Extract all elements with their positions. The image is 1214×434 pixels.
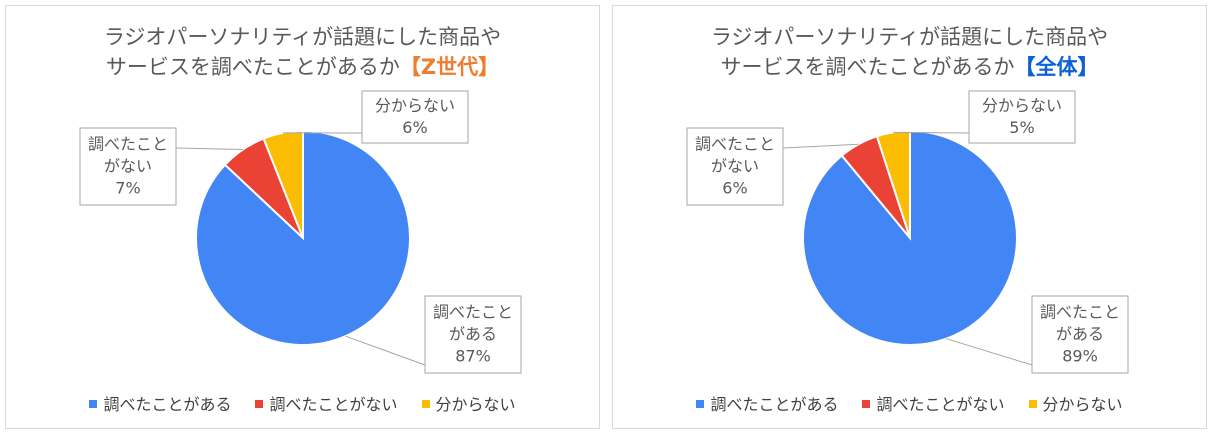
label-unknown: 5% — [1009, 118, 1034, 137]
chart-legend: 調べたことがある 調べたことがない 分からない — [613, 391, 1206, 415]
label-checked: 調べたこと — [433, 303, 513, 322]
label-not-checked: 6% — [722, 179, 747, 198]
chart-legend: 調べたことがある 調べたことがない 分からない — [6, 391, 599, 415]
legend-swatch — [696, 399, 705, 408]
chart-panel-gen-z: ラジオパーソナリティが話題にした商品や サービスを調べたことがあるか【Z世代】 … — [5, 5, 600, 429]
legend-item: 調べたことがある — [696, 391, 838, 415]
data-label-box — [686, 127, 784, 206]
chart-title: ラジオパーソナリティが話題にした商品や サービスを調べたことがあるか【全体】 — [613, 22, 1206, 82]
legend-label: 調べたことがある — [103, 395, 232, 414]
legend-label: 分からない — [1042, 395, 1123, 414]
label-checked: 87% — [455, 347, 491, 366]
data-label-box — [361, 90, 469, 144]
leader-line — [175, 147, 243, 151]
chart-title-line2: サービスを調べたことがあるか — [720, 55, 1015, 79]
label-not-checked: 調べたこと — [695, 135, 775, 154]
chart-panel-overall: ラジオパーソナリティが話題にした商品や サービスを調べたことがあるか【全体】 調… — [612, 5, 1207, 429]
label-not-checked: がない — [104, 157, 152, 176]
data-label-box — [1031, 295, 1129, 374]
label-checked: 調べたこと — [1040, 303, 1120, 322]
chart-title: ラジオパーソナリティが話題にした商品や サービスを調べたことがあるか【Z世代】 — [6, 22, 599, 82]
leader-line — [782, 143, 859, 149]
legend-label: 調べたことがない — [876, 395, 1005, 414]
label-not-checked: がない — [711, 157, 759, 176]
legend-item: 分からない — [421, 391, 516, 415]
label-unknown: 分からない — [982, 96, 1062, 115]
data-label-box — [968, 90, 1076, 144]
leader-line — [946, 338, 1033, 366]
legend-swatch — [421, 399, 430, 408]
chart-title-accent: 【Z世代】 — [399, 55, 500, 79]
slice-unknown — [875, 129, 911, 239]
legend-item: 調べたことがある — [89, 391, 231, 415]
leader-line — [345, 335, 426, 366]
legend-item: 分からない — [1028, 391, 1123, 415]
label-not-checked: 調べたこと — [88, 135, 168, 154]
label-unknown: 6% — [402, 118, 427, 137]
legend-item: 調べたことがない — [255, 391, 398, 415]
legend-label: 調べたことがある — [710, 395, 839, 414]
leader-line — [893, 131, 970, 134]
label-checked: がある — [1056, 325, 1104, 344]
chart-title-line1: ラジオパーソナリティが話題にした商品や — [103, 25, 502, 49]
chart-title-accent: 【全体】 — [1014, 55, 1099, 79]
chart-title-line1: ラジオパーソナリティが話題にした商品や — [710, 25, 1109, 49]
label-checked: 89% — [1062, 347, 1098, 366]
label-not-checked: 7% — [115, 179, 140, 198]
legend-swatch — [1028, 399, 1037, 408]
label-unknown: 分からない — [375, 96, 455, 115]
label-checked: がある — [449, 325, 497, 344]
legend-label: 分からない — [435, 395, 516, 414]
legend-label: 調べたことがない — [269, 395, 398, 414]
data-label-box — [424, 295, 522, 374]
data-label-box — [79, 127, 177, 206]
legend-swatch — [255, 399, 264, 408]
legend-item: 調べたことがない — [862, 391, 1005, 415]
legend-swatch — [862, 399, 871, 408]
legend-swatch — [89, 399, 98, 408]
chart-title-line2: サービスを調べたことがあるか — [105, 55, 400, 79]
